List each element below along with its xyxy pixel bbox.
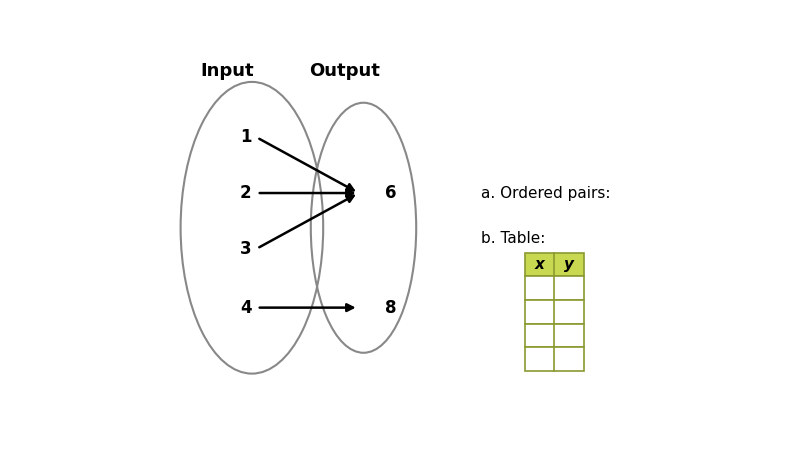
Bar [525,347,584,371]
Text: Input: Input [200,63,254,80]
Text: b. Table:: b. Table: [482,230,546,246]
Text: Output: Output [310,63,380,80]
Bar [525,300,584,324]
Text: 3: 3 [240,239,251,258]
Bar [525,324,584,347]
Text: x: x [534,257,545,272]
Text: 4: 4 [240,299,251,317]
Text: 2: 2 [240,184,251,202]
Text: y: y [564,257,574,272]
Text: 6: 6 [386,184,397,202]
Text: 8: 8 [386,299,397,317]
Text: a. Ordered pairs:: a. Ordered pairs: [482,185,611,201]
Bar [525,253,584,276]
Bar [525,276,584,300]
Text: 1: 1 [240,129,251,147]
